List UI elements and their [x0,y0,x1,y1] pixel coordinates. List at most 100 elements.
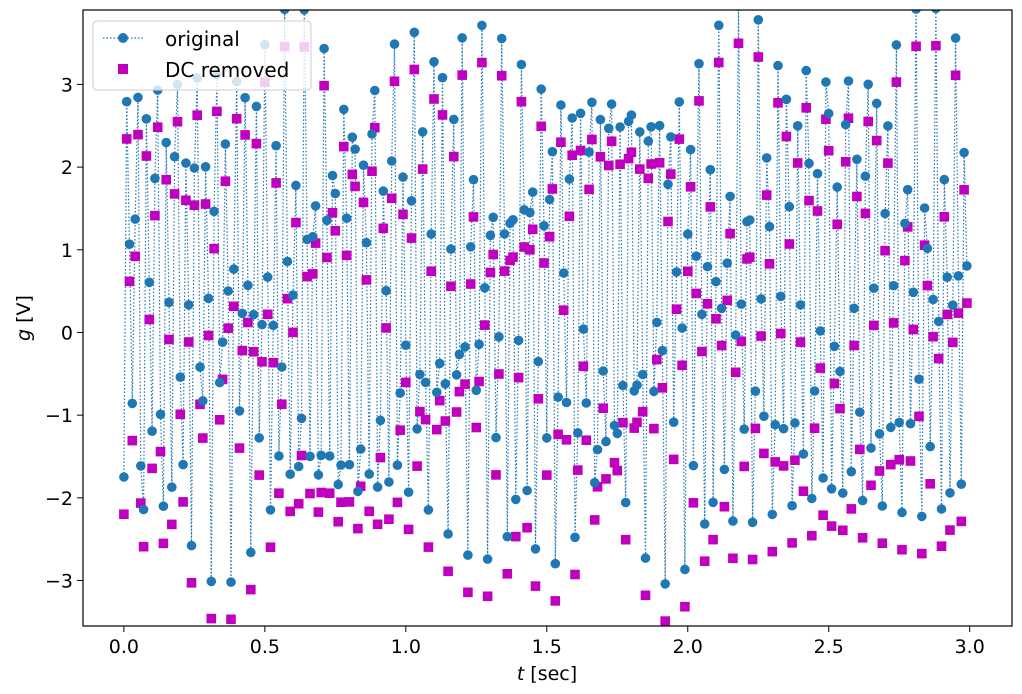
dc-removed-point [372,519,383,530]
original-point [561,397,572,408]
dc-removed-point [370,122,380,133]
original-point [745,215,755,225]
dc-removed-point [733,38,744,49]
dc-removed-point [956,516,967,527]
original-point [437,72,448,83]
y-axis-label: g [V] [13,295,35,341]
dc-removed-point [699,556,710,566]
dc-removed-point [234,443,245,453]
dc-removed-point [494,369,504,379]
dc-removed-point [313,507,324,517]
x-tick-label: 3.0 [955,636,985,658]
original-point [553,392,563,402]
original-point [316,450,327,461]
dc-removed-point [150,210,160,221]
original-point [818,473,828,483]
dc-removed-point [463,587,473,598]
dc-removed-point [584,184,594,195]
original-point [508,215,518,225]
dc-removed-point [522,522,532,533]
dc-removed-point [403,524,414,535]
original-point [262,272,273,282]
dc-removed-point [471,422,482,433]
legend-original-marker-icon [118,33,128,43]
original-point [412,424,422,434]
original-point [581,398,592,408]
original-point [897,507,907,518]
legend-label-dc-removed: DC removed [165,58,289,82]
original-point [449,114,459,125]
original-point [736,299,747,309]
original-point [950,33,961,43]
original-point [795,300,806,310]
original-point [711,276,721,287]
dc-removed-point [933,353,944,364]
original-point [959,147,969,158]
original-point [406,196,417,206]
original-point [840,119,851,130]
original-point [299,10,310,15]
dc-removed-point [341,250,352,261]
y-tick-label: 3 [61,74,73,96]
original-point [933,316,944,327]
dc-removed-point [355,481,366,492]
original-point [353,486,363,497]
original-point [499,229,510,239]
original-point [415,369,425,380]
original-point [891,40,902,50]
original-point [291,180,301,191]
original-point [900,218,910,229]
dc-removed-point [835,403,845,414]
dc-removed-point [770,457,780,467]
dc-removed-point [570,569,580,580]
original-point [465,242,476,252]
dc-removed-point [121,134,132,144]
dc-removed-point [905,456,916,466]
original-point [730,330,741,340]
dc-removed-point [282,293,293,304]
original-point [246,547,256,558]
original-point [652,317,662,328]
dc-removed-point [440,416,451,426]
dc-removed-point [719,501,730,512]
x-tick-label: 1.0 [391,636,421,658]
dc-removed-point [412,461,422,471]
dc-removed-point [144,314,155,325]
y-axis-ticks: −3 −2 −1 0 1 2 3 [45,74,83,593]
original-point [787,500,797,511]
original-point [268,320,279,331]
original-point [618,380,628,391]
original-point [886,422,896,433]
original-dotted-line [123,10,968,584]
dc-removed-point [556,137,566,147]
original-point [423,505,434,515]
dc-removed-point [688,498,699,508]
original-point [477,20,487,31]
dc-removed-point [908,324,919,335]
dc-removed-point [206,613,217,624]
dc-removed-point [730,367,741,378]
original-point [931,10,941,14]
y-tick-label: −1 [45,405,73,427]
original-point [358,160,369,170]
original-point [542,433,552,443]
dc-removed-point [350,181,360,192]
original-point [792,121,803,131]
original-point [573,428,583,438]
dc-removed-point [897,544,907,555]
dc-removed-point [564,211,575,222]
dc-removed-point [959,185,969,195]
dc-removed-point [192,110,202,120]
original-point [513,335,524,346]
dc-removed-point [745,252,755,262]
original-point [237,308,248,319]
original-point [643,136,654,146]
dc-removed-point [457,70,467,80]
dc-removed-point [434,395,445,406]
dc-removed-point [198,433,208,443]
dc-removed-point [536,121,546,132]
series-original-line [123,10,968,584]
dc-removed-point [516,96,527,107]
original-point [776,291,786,302]
dc-removed-point [818,510,828,520]
